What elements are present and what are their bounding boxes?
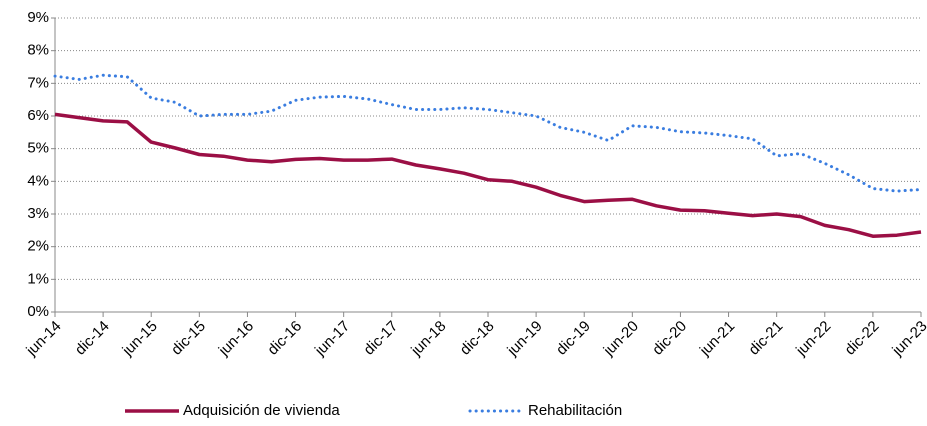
x-tick-label: dic-15 [168,318,209,359]
x-tick-label: dic-21 [745,318,786,359]
y-tick-label: 3% [27,205,49,222]
series-line [54,112,922,238]
x-tick-label: dic-22 [842,318,883,359]
y-tick-label: 7% [27,74,49,91]
legend-label: Adquisición de vivienda [183,402,340,419]
x-tick-label: dic-20 [649,318,690,359]
x-tick-label: jun-14 [22,318,64,360]
x-tick-label: jun-18 [407,318,449,360]
x-tick-label: jun-15 [119,318,161,360]
x-tick-label: jun-16 [215,318,257,360]
y-tick-label: 2% [27,238,49,255]
y-tick-label: 0% [27,303,49,320]
y-tick-label: 4% [27,172,49,189]
x-tick-label: jun-19 [504,318,546,360]
series-line [53,73,923,193]
x-tick-label: jun-20 [600,318,642,360]
x-tick-label: dic-18 [457,318,498,359]
x-tick-label: dic-14 [72,318,113,359]
x-tick-label: dic-19 [553,318,594,359]
x-tick-label: dic-16 [264,318,305,359]
x-tick-label: jun-17 [311,318,353,360]
x-tick-label: jun-21 [696,318,738,360]
legend-label: Rehabilitación [528,402,622,419]
y-tick-label: 8% [27,42,49,59]
x-tick-label: jun-22 [792,318,834,360]
x-tick-label: dic-17 [360,318,401,359]
y-tick-label: 9% [27,9,49,26]
x-tick-label: jun-23 [888,318,927,360]
y-tick-label: 6% [27,107,49,124]
y-tick-label: 5% [27,140,49,157]
y-tick-label: 1% [27,270,49,287]
